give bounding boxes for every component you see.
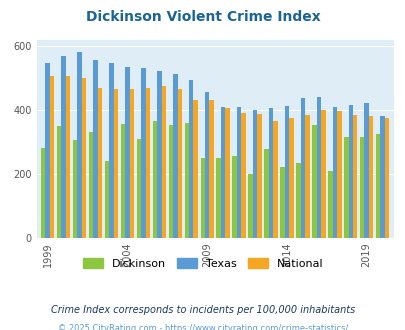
- Bar: [264, 149, 268, 238]
- Bar: [252, 110, 257, 238]
- Bar: [332, 107, 336, 238]
- Bar: [120, 124, 125, 238]
- Bar: [368, 116, 373, 238]
- Bar: [104, 161, 109, 238]
- Bar: [343, 137, 347, 238]
- Legend: Dickinson, Texas, National: Dickinson, Texas, National: [78, 254, 327, 273]
- Bar: [359, 137, 364, 238]
- Bar: [216, 158, 220, 238]
- Bar: [57, 126, 61, 238]
- Bar: [305, 115, 309, 238]
- Bar: [61, 55, 66, 238]
- Bar: [284, 106, 288, 238]
- Text: Dickinson Violent Crime Index: Dickinson Violent Crime Index: [85, 10, 320, 24]
- Bar: [379, 116, 384, 238]
- Bar: [168, 125, 173, 238]
- Bar: [320, 110, 325, 238]
- Bar: [152, 121, 157, 238]
- Bar: [327, 171, 332, 238]
- Bar: [225, 108, 229, 238]
- Bar: [73, 140, 77, 238]
- Bar: [300, 98, 305, 238]
- Bar: [364, 103, 368, 238]
- Bar: [189, 80, 193, 238]
- Bar: [98, 87, 102, 238]
- Bar: [296, 163, 300, 238]
- Bar: [113, 89, 118, 238]
- Bar: [129, 89, 134, 238]
- Bar: [136, 139, 141, 238]
- Bar: [288, 118, 293, 238]
- Text: Crime Index corresponds to incidents per 100,000 inhabitants: Crime Index corresponds to incidents per…: [51, 305, 354, 315]
- Bar: [316, 97, 320, 238]
- Bar: [125, 67, 129, 238]
- Bar: [205, 92, 209, 238]
- Bar: [248, 174, 252, 238]
- Text: © 2025 CityRating.com - https://www.cityrating.com/crime-statistics/: © 2025 CityRating.com - https://www.city…: [58, 324, 347, 330]
- Bar: [200, 158, 205, 238]
- Bar: [66, 76, 70, 238]
- Bar: [41, 148, 45, 238]
- Bar: [347, 105, 352, 238]
- Bar: [232, 156, 236, 238]
- Bar: [109, 63, 113, 238]
- Bar: [236, 107, 241, 238]
- Bar: [141, 68, 145, 238]
- Bar: [157, 71, 161, 238]
- Bar: [220, 107, 225, 238]
- Bar: [257, 114, 261, 238]
- Bar: [336, 112, 341, 238]
- Bar: [89, 132, 93, 238]
- Bar: [93, 60, 98, 238]
- Bar: [145, 87, 150, 238]
- Bar: [375, 134, 379, 238]
- Bar: [311, 125, 316, 238]
- Bar: [273, 121, 277, 238]
- Bar: [279, 167, 284, 238]
- Bar: [268, 108, 273, 238]
- Bar: [241, 113, 245, 238]
- Bar: [50, 76, 54, 238]
- Bar: [161, 86, 166, 238]
- Bar: [82, 78, 86, 238]
- Bar: [352, 115, 356, 238]
- Bar: [45, 63, 50, 238]
- Bar: [384, 118, 388, 238]
- Bar: [184, 123, 189, 238]
- Bar: [177, 89, 181, 238]
- Bar: [209, 100, 213, 238]
- Bar: [77, 52, 82, 238]
- Bar: [193, 100, 198, 238]
- Bar: [173, 74, 177, 238]
